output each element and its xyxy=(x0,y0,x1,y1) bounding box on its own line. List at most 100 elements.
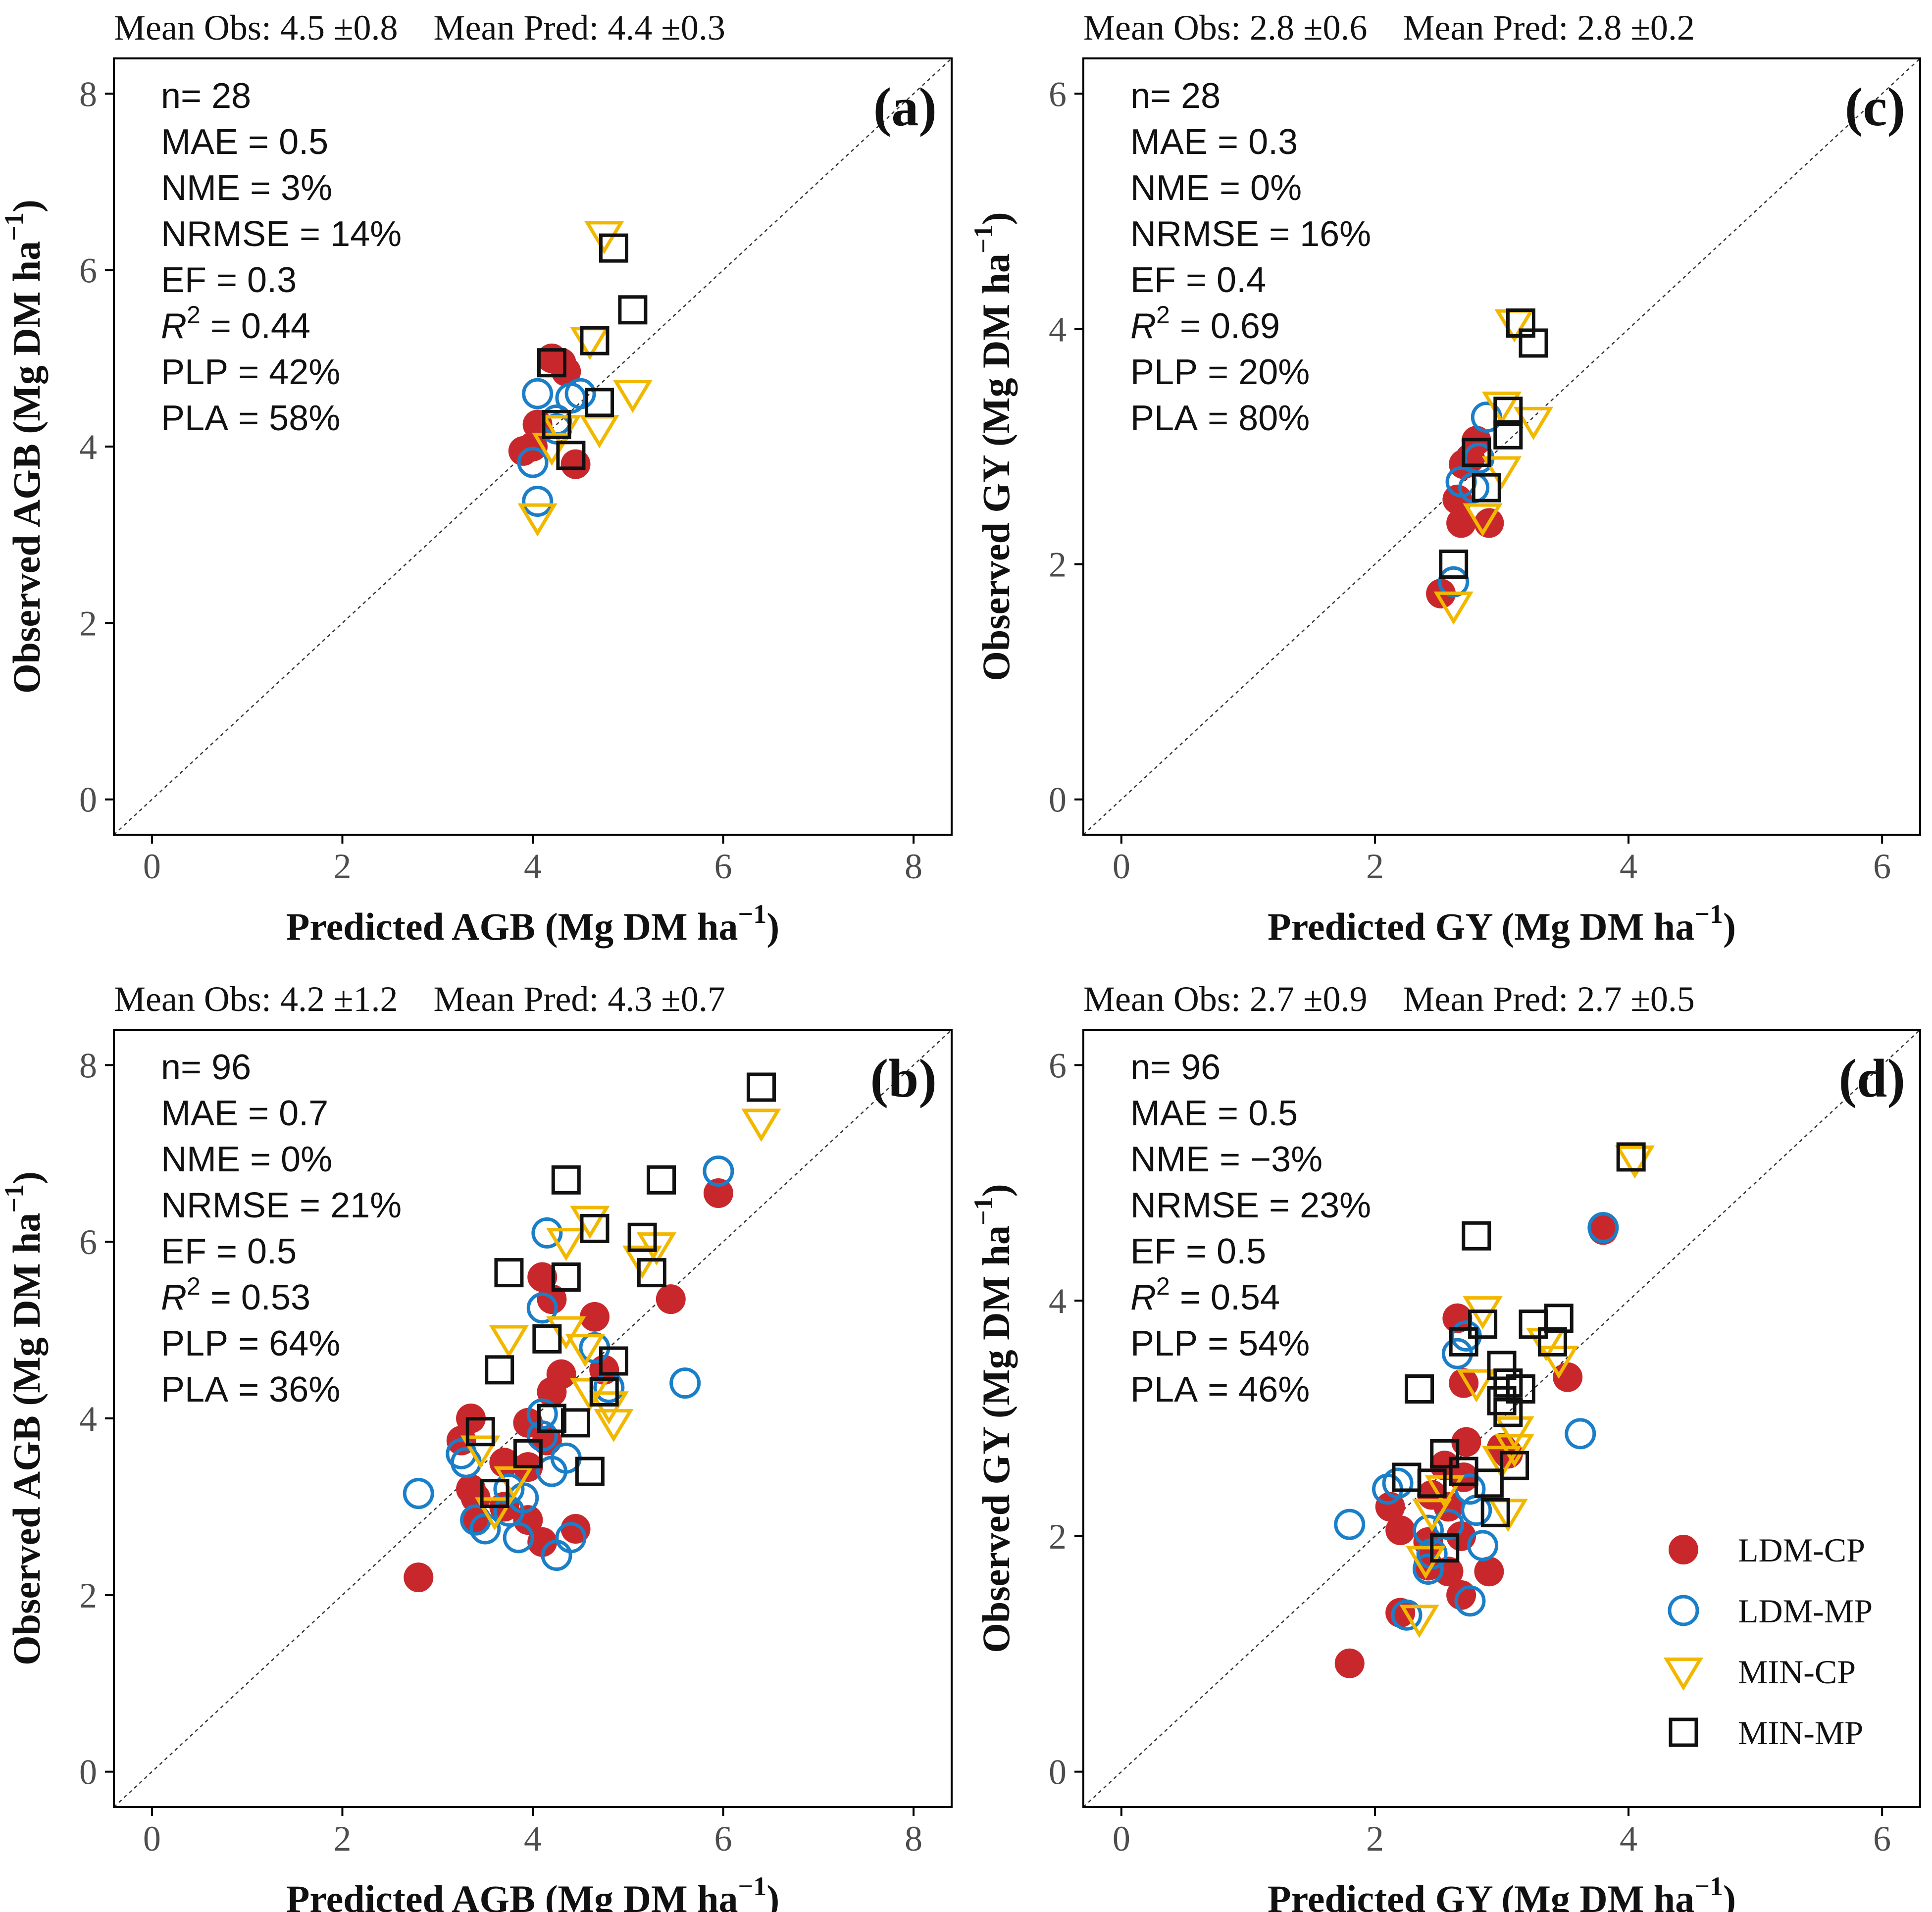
point-min-mp xyxy=(1500,1451,1529,1480)
point-min-mp xyxy=(513,1439,543,1468)
stat-pla: PLA = 58% xyxy=(161,399,340,438)
point-min-cp xyxy=(1539,1346,1579,1379)
point-ldm-mp xyxy=(1412,1553,1444,1585)
point-min-cp xyxy=(594,1409,634,1443)
stat-nme: NME = 0% xyxy=(161,1140,332,1179)
x-tick-label: 0 xyxy=(143,1819,161,1859)
point-min-cp xyxy=(546,1316,586,1350)
stat-plp: PLP = 20% xyxy=(1130,352,1310,392)
stat-plp: PLP = 42% xyxy=(161,352,340,392)
point-min-mp xyxy=(1462,1221,1491,1251)
point-ldm-mp xyxy=(1382,1467,1414,1499)
panel-header: Mean Obs: 2.7 ±0.9 Mean Pred: 2.7 ±0.5 xyxy=(1083,979,1695,1019)
y-tick-label: 6 xyxy=(79,251,97,291)
point-ldm-mp xyxy=(526,1398,558,1430)
point-ldm-mp xyxy=(669,1367,701,1399)
x-tick-label: 4 xyxy=(1620,1819,1637,1859)
x-tick-label: 4 xyxy=(1620,847,1637,886)
stat-plp: PLP = 54% xyxy=(1130,1324,1310,1363)
x-tick-label: 6 xyxy=(714,1819,732,1859)
point-min-cp xyxy=(579,415,619,449)
panel-a: Mean Obs: 4.5 ±0.8 Mean Pred: 4.4 ±0.3 0 0… xyxy=(0,8,953,948)
point-ldm-cp xyxy=(560,449,591,479)
x-tick-label: 0 xyxy=(1113,1819,1130,1859)
point-min-mp xyxy=(585,388,614,417)
point-ldm-mp xyxy=(531,1217,563,1249)
point-min-cp xyxy=(1481,1446,1522,1479)
point-min-mp xyxy=(1480,1498,1510,1527)
point-ldm-mp xyxy=(503,1522,534,1554)
panel-label: (d) xyxy=(1839,1048,1905,1108)
stat-n: n= 28 xyxy=(1130,76,1220,116)
panel-label: (a) xyxy=(873,77,937,137)
stat-mae: MAE = 0.7 xyxy=(161,1094,328,1133)
point-min-cp xyxy=(1494,1416,1534,1450)
stat-r: R2 = 0.53 xyxy=(161,1272,310,1317)
point-min-mp xyxy=(537,348,566,378)
x-tick-label: 0 xyxy=(1113,847,1130,886)
point-min-mp xyxy=(1462,438,1491,467)
y-axis-label: Observed AGB (Mg DM ha−1) xyxy=(0,1171,48,1665)
panel-label: (b) xyxy=(870,1048,937,1108)
y-tick-label: 0 xyxy=(1049,780,1067,820)
point-ldm-mp xyxy=(517,447,549,478)
panel-b: Mean Obs: 4.2 ±1.2 Mean Pred: 4.3 ±0.7 0 0… xyxy=(0,979,953,1912)
point-ldm-cp xyxy=(404,1562,434,1593)
stat-ef: EF = 0.4 xyxy=(1130,260,1266,300)
point-ldm-mp xyxy=(1587,1212,1619,1244)
stat-nme: NME = 0% xyxy=(1130,168,1302,208)
point-min-mp xyxy=(1493,1368,1523,1398)
point-min-cp xyxy=(1513,406,1554,440)
point-min-cp xyxy=(1456,1369,1496,1403)
stat-n: n= 96 xyxy=(161,1048,251,1087)
point-ldm-mp xyxy=(703,1155,734,1187)
point-min-mp xyxy=(1430,1533,1460,1563)
stat-nrmse: NRMSE = 23% xyxy=(1130,1186,1371,1225)
point-ldm-cp xyxy=(1474,1557,1504,1587)
point-ldm-mp xyxy=(469,1513,501,1545)
x-tick-label: 2 xyxy=(333,847,351,886)
x-axis-label: Predicted GY (Mg DM ha−1) xyxy=(1268,899,1736,948)
x-tick-label: 2 xyxy=(1366,1819,1384,1859)
point-min-cp xyxy=(612,380,653,413)
y-tick-label: 2 xyxy=(79,1576,97,1615)
point-min-mp xyxy=(1472,473,1501,503)
point-min-mp xyxy=(1544,1304,1574,1333)
legend-label-ldm-mp: LDM-MP xyxy=(1738,1592,1873,1630)
point-min-mp xyxy=(1493,420,1523,450)
legend-key-ldm-mp xyxy=(1668,1595,1699,1626)
point-min-cp xyxy=(1399,1605,1439,1638)
point-min-mp xyxy=(485,1355,514,1385)
x-axis-label: Predicted GY (Mg DM ha−1) xyxy=(1268,1871,1736,1912)
y-tick-label: 8 xyxy=(79,74,97,114)
point-ldm-mp xyxy=(403,1478,434,1509)
point-min-mp xyxy=(1537,1327,1567,1357)
stat-nrmse: NRMSE = 21% xyxy=(161,1186,402,1225)
stat-ef: EF = 0.5 xyxy=(1130,1232,1266,1271)
y-tick-label: 8 xyxy=(79,1046,97,1085)
legend-key-ldm-cp xyxy=(1669,1535,1698,1564)
point-min-cp xyxy=(1463,503,1503,537)
point-min-cp xyxy=(1494,1434,1534,1467)
stat-r: R2 = 0.54 xyxy=(1130,1272,1280,1317)
point-ldm-cp xyxy=(579,1302,610,1332)
point-min-mp xyxy=(1439,550,1469,579)
y-tick-label: 4 xyxy=(1049,309,1067,349)
point-ldm-mp xyxy=(1412,1514,1444,1546)
points-group xyxy=(1334,1142,1655,1678)
stat-nme: NME = −3% xyxy=(1130,1140,1322,1179)
point-min-mp xyxy=(480,1479,509,1509)
stat-mae: MAE = 0.5 xyxy=(161,122,328,162)
point-min-cp xyxy=(565,1334,605,1367)
point-min-mp xyxy=(1405,1374,1434,1404)
point-min-mp xyxy=(537,1404,566,1433)
point-min-mp xyxy=(637,1258,666,1288)
y-tick-label: 2 xyxy=(79,604,97,643)
point-min-mp xyxy=(1417,1468,1447,1498)
stat-r: R2 = 0.69 xyxy=(1130,301,1280,346)
stat-pla: PLA = 46% xyxy=(1130,1370,1310,1409)
y-tick-label: 4 xyxy=(1049,1281,1067,1321)
point-ldm-cp xyxy=(1553,1362,1583,1392)
plot-frame xyxy=(1082,1029,1921,1808)
